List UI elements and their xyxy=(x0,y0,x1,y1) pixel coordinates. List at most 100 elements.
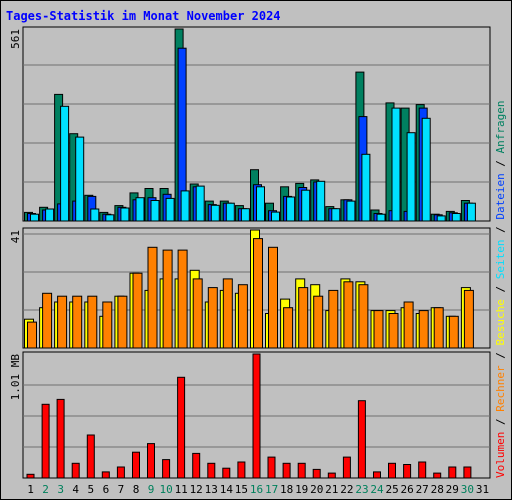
bar-volumen-day-8 xyxy=(132,451,140,479)
day-label-2: 2 xyxy=(42,483,49,496)
legend-separator: / xyxy=(494,412,507,432)
bar-rechner-day-26 xyxy=(403,301,414,349)
bar-volumen-day-28 xyxy=(433,472,442,479)
day-label-11: 11 xyxy=(175,483,188,496)
axis-label-visits: 41 xyxy=(9,230,22,243)
day-label-28: 28 xyxy=(431,483,444,496)
bar-volumen-day-24 xyxy=(373,471,381,479)
bar-volumen-day-4 xyxy=(71,462,80,479)
bar-rechner-day-16 xyxy=(253,238,263,349)
legend-volumen: Volumen xyxy=(494,432,507,478)
bar-rechner-day-27 xyxy=(418,310,429,349)
day-label-29: 29 xyxy=(446,483,459,496)
legend: Volumen / Rechner / Besuche / Seiten / D… xyxy=(494,100,507,478)
day-label-14: 14 xyxy=(220,483,234,496)
bar-volumen-day-1 xyxy=(26,473,35,479)
day-label-31: 31 xyxy=(476,483,489,496)
bar-seiten-day-30 xyxy=(466,202,476,222)
day-label-22: 22 xyxy=(340,483,353,496)
bar-rechner-day-4 xyxy=(72,295,83,349)
day-label-1: 1 xyxy=(27,483,34,496)
bar-seiten-day-12 xyxy=(195,185,205,222)
day-label-4: 4 xyxy=(72,483,79,496)
bar-seiten-day-11 xyxy=(180,190,190,222)
bar-seiten-day-16 xyxy=(256,186,265,222)
bar-seiten-day-22 xyxy=(346,200,356,222)
day-label-3: 3 xyxy=(57,483,64,496)
bar-rechner-day-17 xyxy=(268,246,278,349)
bar-seiten-day-18 xyxy=(286,196,296,222)
bar-seiten-day-15 xyxy=(240,208,250,222)
legend-separator: / xyxy=(494,220,507,240)
bar-rechner-day-22 xyxy=(343,281,354,349)
axis-label-volume: 1.01 MB xyxy=(9,354,22,401)
bar-volumen-day-27 xyxy=(418,461,427,479)
bar-volumen-day-14 xyxy=(222,467,231,479)
bar-volumen-day-16 xyxy=(252,353,261,479)
bar-volumen-day-9 xyxy=(147,443,155,479)
legend-dateien: Dateien xyxy=(494,173,507,219)
legend-separator: / xyxy=(494,346,507,366)
bar-volumen-day-13 xyxy=(207,462,216,479)
bar-rechner-day-18 xyxy=(283,307,294,349)
bar-volumen-day-20 xyxy=(312,468,321,479)
bar-seiten-day-17 xyxy=(271,211,280,222)
bar-seiten-day-3 xyxy=(60,105,70,222)
bar-rechner-day-5 xyxy=(87,295,98,349)
bar-rechner-day-14 xyxy=(222,278,233,349)
day-label-23: 23 xyxy=(355,483,368,496)
axis-label-requests: 561 xyxy=(9,29,22,49)
bar-rechner-day-24 xyxy=(373,310,384,349)
bar-rechner-day-2 xyxy=(42,292,53,349)
bar-volumen-day-26 xyxy=(403,464,412,479)
bar-seiten-day-14 xyxy=(225,202,235,222)
bar-volumen-day-17 xyxy=(267,456,276,479)
bar-rechner-day-12 xyxy=(192,278,203,349)
bar-volumen-day-2 xyxy=(41,403,50,479)
bar-seiten-day-21 xyxy=(331,208,341,222)
bar-rechner-day-10 xyxy=(162,249,173,349)
bar-rechner-day-30 xyxy=(463,289,474,349)
bar-volumen-day-19 xyxy=(297,462,306,479)
bar-seiten-day-20 xyxy=(316,180,326,222)
day-label-30: 30 xyxy=(461,483,474,496)
bar-rechner-day-3 xyxy=(57,295,68,349)
bar-seiten-day-23 xyxy=(361,153,371,222)
day-label-20: 20 xyxy=(310,483,323,496)
bar-seiten-day-1 xyxy=(30,213,39,222)
bar-rechner-day-29 xyxy=(448,315,459,349)
day-label-7: 7 xyxy=(118,483,125,496)
bar-rechner-day-7 xyxy=(117,295,128,349)
day-label-25: 25 xyxy=(385,483,398,496)
bar-seiten-day-26 xyxy=(406,132,416,222)
day-label-12: 12 xyxy=(190,483,203,496)
day-label-21: 21 xyxy=(325,483,338,496)
bar-volumen-day-18 xyxy=(282,462,291,479)
bar-rechner-day-25 xyxy=(388,313,399,349)
legend-rechner: Rechner xyxy=(494,365,507,412)
bar-seiten-day-28 xyxy=(436,215,446,222)
bar-volumen-day-21 xyxy=(327,472,336,479)
day-label-9: 9 xyxy=(148,483,155,496)
legend-anfragen: Anfragen xyxy=(494,100,507,153)
bar-seiten-day-29 xyxy=(451,213,461,222)
bar-rechner-day-13 xyxy=(207,287,218,349)
day-label-16: 16 xyxy=(250,483,263,496)
bar-rechner-day-19 xyxy=(298,287,309,349)
bar-volumen-day-11 xyxy=(177,376,186,479)
bar-volumen-day-5 xyxy=(86,434,95,479)
legend-besuche: Besuche xyxy=(494,299,507,345)
bar-rechner-day-8 xyxy=(132,272,143,349)
bar-rechner-day-20 xyxy=(313,295,324,349)
legend-seiten: Seiten xyxy=(494,240,507,280)
bar-seiten-day-9 xyxy=(150,200,160,222)
day-label-19: 19 xyxy=(295,483,308,496)
bar-seiten-day-4 xyxy=(75,136,85,222)
bar-volumen-day-6 xyxy=(101,471,110,479)
day-label-13: 13 xyxy=(205,483,218,496)
day-label-24: 24 xyxy=(370,483,384,496)
bar-volumen-day-22 xyxy=(342,456,351,479)
bar-volumen-day-3 xyxy=(56,398,65,479)
bar-seiten-day-24 xyxy=(376,213,386,222)
